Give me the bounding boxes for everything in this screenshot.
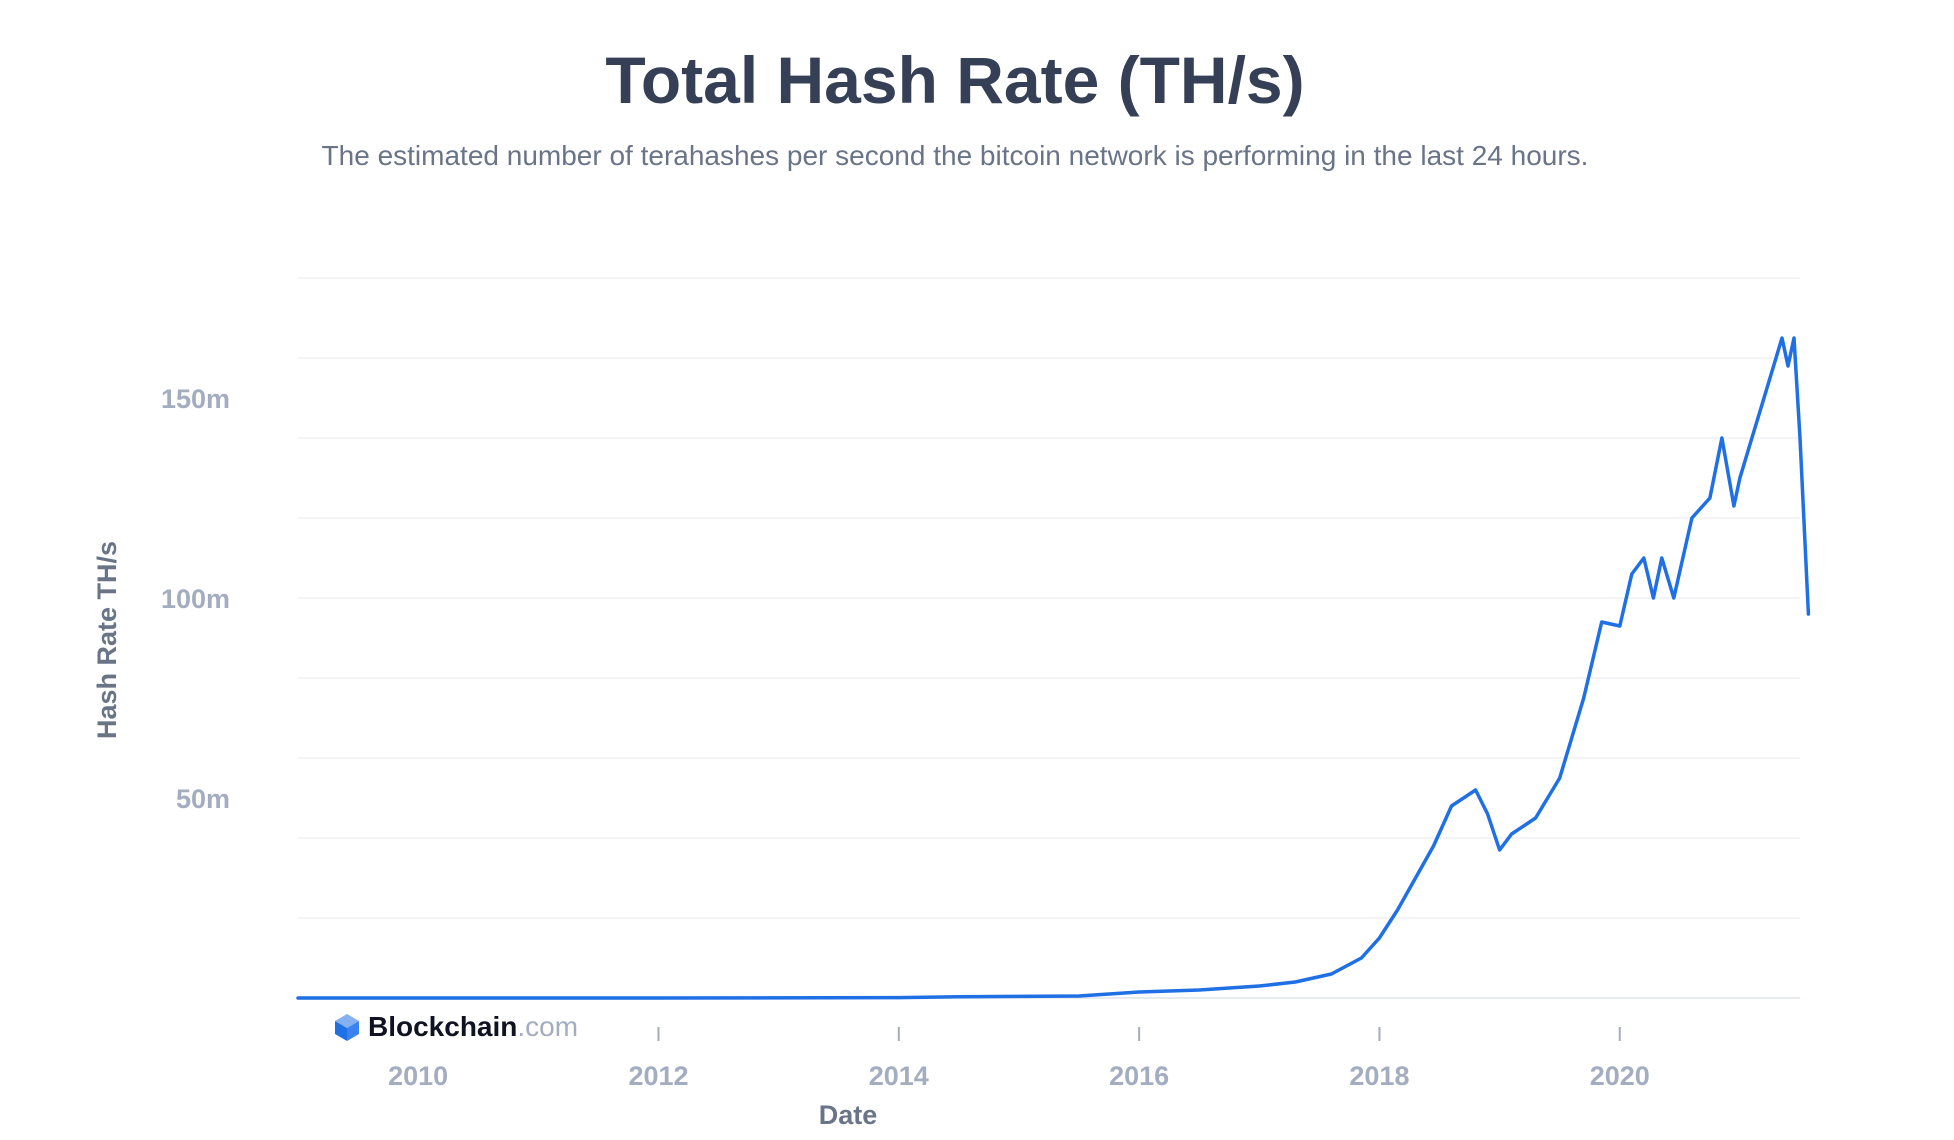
x-tick-label: 2014 [869, 1061, 929, 1091]
x-axis-title: Date [819, 1100, 878, 1130]
chart-title: Total Hash Rate (TH/s) [605, 43, 1305, 117]
y-tick-label: 50m [176, 784, 230, 814]
gridlines [298, 277, 1800, 999]
blockchain-logo: Blockchain .com [332, 1007, 578, 1047]
x-tick-label: 2018 [1349, 1061, 1409, 1091]
x-axis-ticks: 2010 2012 2014 2016 2018 2020 [388, 1027, 1650, 1091]
x-tick-label: 2020 [1590, 1061, 1650, 1091]
hash-rate-series-line [296, 336, 1811, 1000]
x-tick-label: 2010 [388, 1061, 448, 1091]
y-axis-title: Hash Rate TH/s [92, 541, 122, 739]
logo-suffix: .com [517, 1011, 579, 1042]
chart-subtitle: The estimated number of terahashes per s… [321, 140, 1589, 171]
y-tick-label: 150m [161, 384, 230, 414]
x-tick-label: 2012 [628, 1061, 688, 1091]
y-axis-ticks: 50m 100m 150m [161, 384, 230, 814]
x-tick-label: 2016 [1109, 1061, 1169, 1091]
y-tick-label: 100m [161, 584, 230, 614]
blockchain-cube-icon [335, 1014, 359, 1041]
logo-name: Blockchain [368, 1011, 518, 1042]
